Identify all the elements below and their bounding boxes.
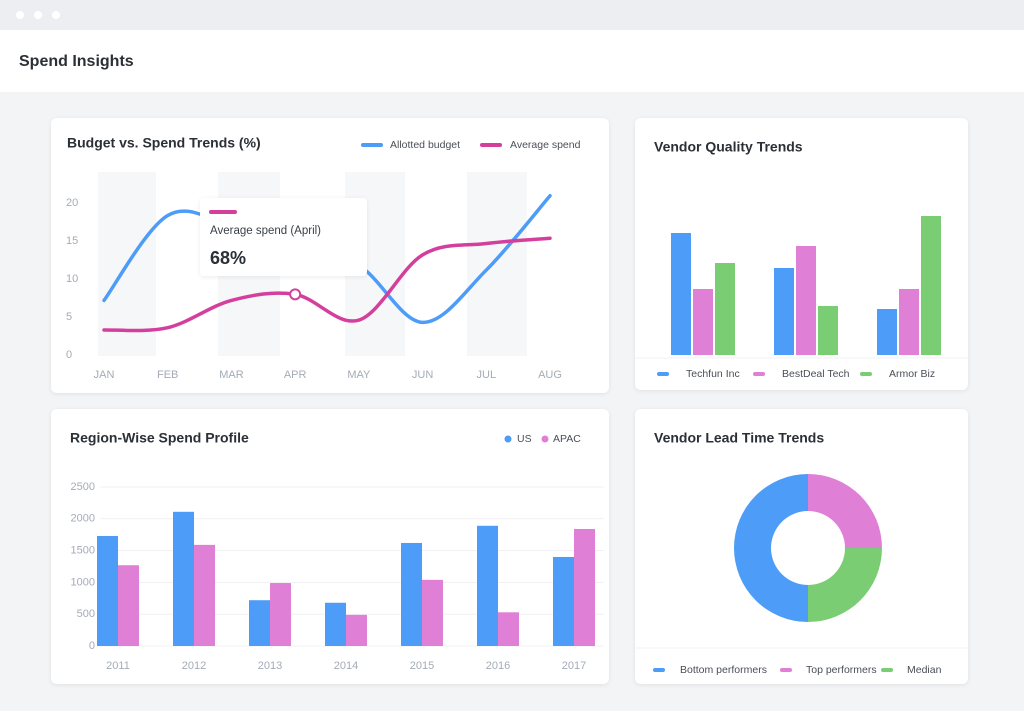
- window-dot: [16, 11, 24, 19]
- y-tick-label: 20: [66, 197, 78, 209]
- highlight-point: [289, 288, 302, 301]
- tooltip-label: Average spend (April): [210, 225, 321, 237]
- chart-title: Vendor Quality Trends: [654, 139, 803, 155]
- legend-label: APAC: [553, 433, 581, 445]
- bar: [899, 289, 919, 355]
- bar: [774, 268, 794, 355]
- donut-slice: [734, 474, 808, 622]
- legend-label: Average spend: [510, 139, 581, 151]
- x-tick-label: 2017: [562, 660, 586, 672]
- bar: [877, 309, 897, 355]
- legend-swatch: [860, 372, 872, 376]
- x-tick-label: 2011: [106, 660, 130, 672]
- y-tick-label: 2000: [71, 513, 95, 525]
- y-tick-label: 500: [77, 608, 95, 620]
- legend-swatch: [780, 668, 792, 672]
- legend-label: Techfun Inc: [686, 368, 740, 380]
- x-tick-label: JUN: [412, 369, 433, 381]
- bar: [796, 246, 816, 355]
- bar: [325, 602, 346, 646]
- x-tick-label: MAR: [219, 369, 244, 381]
- page-title: Spend Insights: [19, 53, 134, 70]
- legend-swatch: [504, 435, 512, 443]
- window-dot: [52, 11, 60, 19]
- bar: [194, 544, 215, 646]
- bar: [173, 511, 194, 646]
- legend-swatch: [541, 435, 549, 443]
- x-tick-label: AUG: [538, 369, 562, 381]
- x-tick-label: 2016: [486, 660, 510, 672]
- x-tick-label: 2012: [182, 660, 206, 672]
- x-tick-label: MAY: [347, 369, 371, 381]
- x-tick-label: JUL: [477, 369, 497, 381]
- bar: [249, 600, 270, 646]
- legend-swatch: [753, 372, 765, 376]
- bar: [574, 528, 595, 646]
- tooltip: [200, 198, 367, 276]
- chart-title: Vendor Lead Time Trends: [654, 430, 824, 446]
- y-tick-label: 1500: [71, 545, 95, 557]
- bar: [422, 579, 443, 646]
- window-bar: [0, 0, 1024, 30]
- bar: [346, 614, 367, 646]
- legend-label: Allotted budget: [390, 139, 460, 151]
- bar: [921, 216, 941, 355]
- x-tick-label: APR: [284, 369, 307, 381]
- header: [0, 30, 1024, 92]
- y-tick-label: 0: [66, 349, 72, 361]
- legend-label: BestDeal Tech: [782, 368, 850, 380]
- y-tick-label: 5: [66, 311, 72, 323]
- x-tick-label: 2015: [410, 660, 434, 672]
- x-tick-label: JAN: [94, 369, 115, 381]
- legend-label: Median: [907, 664, 942, 676]
- bar: [715, 263, 735, 355]
- donut-slice: [808, 548, 882, 622]
- y-tick-label: 10: [66, 273, 78, 285]
- bar: [671, 233, 691, 355]
- bar: [401, 542, 422, 646]
- y-tick-label: 2500: [71, 481, 95, 493]
- band: [467, 172, 527, 356]
- bar: [118, 565, 139, 646]
- legend-label: Bottom performers: [680, 664, 767, 676]
- y-tick-label: 15: [66, 235, 78, 247]
- legend-swatch: [657, 372, 669, 376]
- line: [102, 236, 552, 333]
- y-tick-label: 1000: [71, 576, 95, 588]
- chart-title: Budget vs. Spend Trends (%): [67, 135, 261, 151]
- x-tick-label: 2013: [258, 660, 282, 672]
- bar: [270, 583, 291, 646]
- bar: [818, 306, 838, 355]
- bar: [553, 556, 574, 646]
- legend-label: Top performers: [806, 664, 877, 676]
- card: [635, 409, 968, 684]
- bar: [498, 612, 519, 646]
- tooltip-value: 68%: [210, 248, 246, 268]
- chart-title: Region-Wise Spend Profile: [70, 430, 249, 446]
- legend-swatch: [881, 668, 893, 672]
- legend-label: US: [517, 433, 532, 445]
- legend-swatch: [653, 668, 665, 672]
- donut-slice: [808, 474, 882, 548]
- legend-label: Armor Biz: [889, 368, 935, 380]
- x-tick-label: 2014: [334, 660, 358, 672]
- bar: [97, 535, 118, 646]
- window-dot: [34, 11, 42, 19]
- x-tick-label: FEB: [157, 369, 178, 381]
- y-tick-label: 0: [89, 640, 95, 652]
- bar: [477, 525, 498, 646]
- bar: [693, 289, 713, 355]
